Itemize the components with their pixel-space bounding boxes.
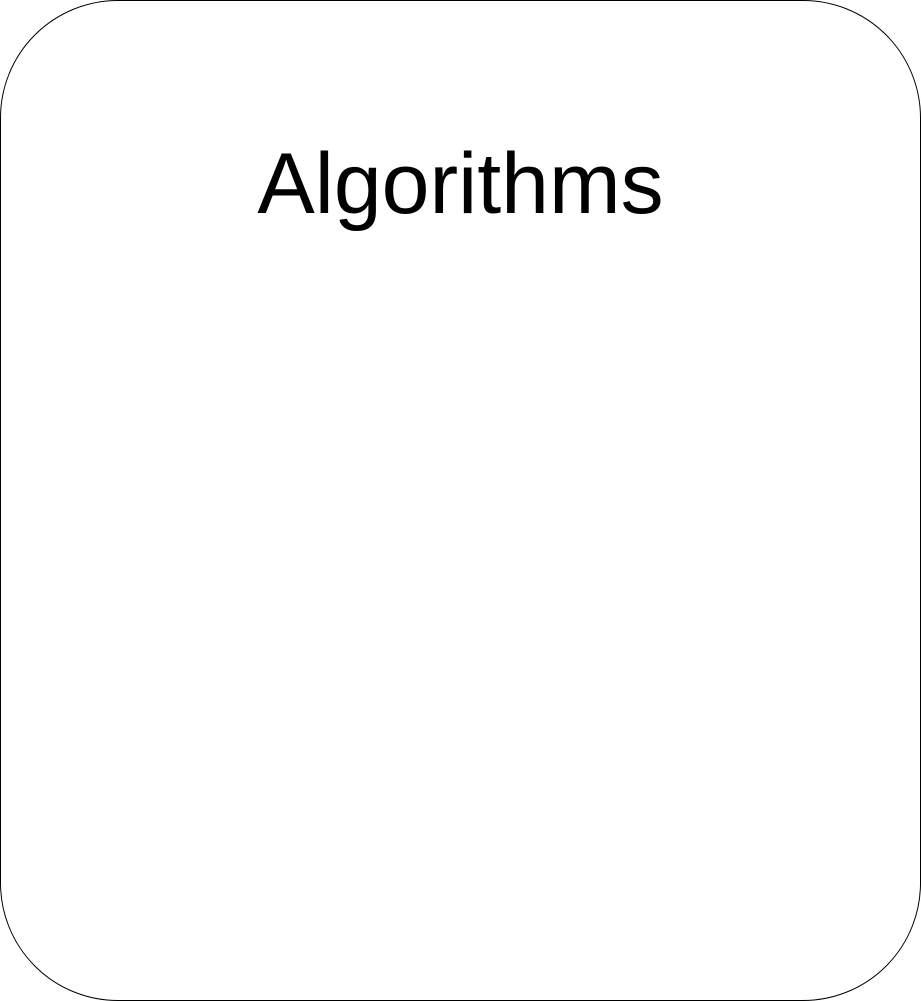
box-title: Algorithms [257, 136, 664, 232]
